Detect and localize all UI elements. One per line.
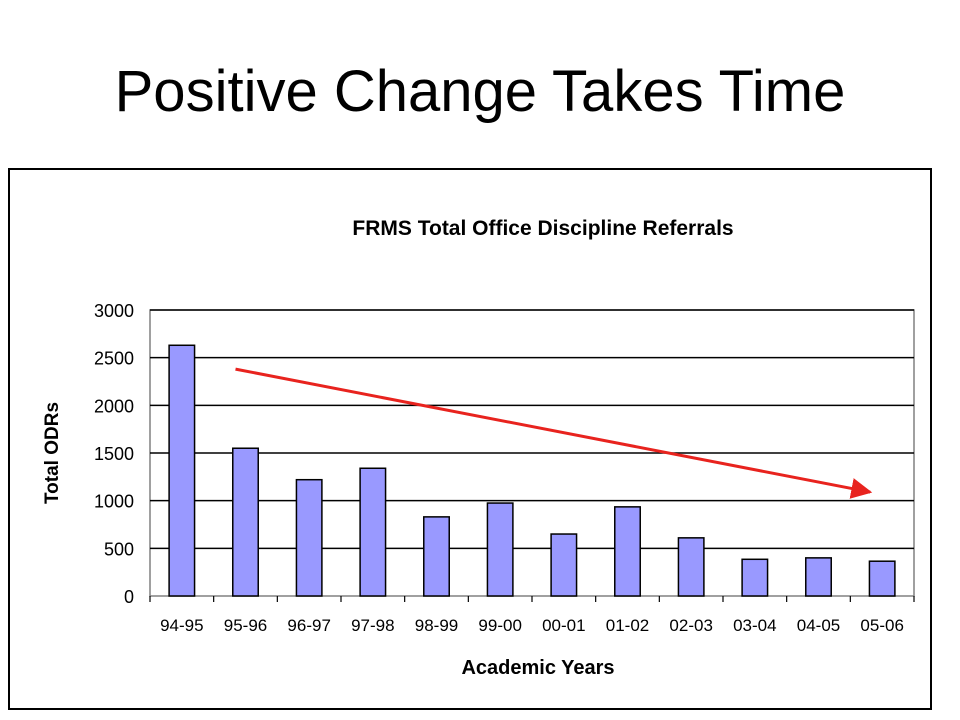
bar (868, 560, 896, 597)
bar (677, 537, 705, 597)
bar (168, 344, 196, 597)
bar-chart: FRMS Total Office Discipline Referrals 0… (42, 217, 915, 679)
y-tick-label: 2000 (94, 396, 134, 416)
x-tick-label: 01-02 (606, 616, 649, 635)
trend-arrow (235, 367, 873, 499)
y-tick-label: 0 (124, 587, 134, 607)
y-tick-label: 2500 (94, 349, 134, 369)
x-axis-ticks: 94-95 95-96 96-97 97-98 98-99 99-00 00-01 01-02… (149, 596, 915, 635)
y-axis-ticks: 0 500 1000 1500 2000 2500 3000 (94, 301, 134, 607)
x-tick-label: 00-01 (542, 616, 585, 635)
bar (232, 447, 259, 597)
bar (614, 506, 641, 597)
x-tick-label: 96-97 (287, 616, 330, 635)
x-tick-label: 05-06 (860, 616, 903, 635)
page-title: Positive Change Takes Time (114, 59, 846, 124)
bars (168, 344, 896, 597)
x-tick-label: 99-00 (478, 616, 521, 635)
x-tick-label: 02-03 (669, 616, 712, 635)
x-tick-label: 95-96 (224, 616, 267, 635)
bar (741, 558, 769, 597)
x-tick-label: 94-95 (160, 616, 203, 635)
y-axis-label: Total ODRs (42, 402, 63, 504)
bar (295, 478, 323, 597)
bar (486, 502, 514, 597)
bar (423, 516, 450, 597)
x-axis-label: Academic Years (461, 657, 614, 679)
bar (550, 533, 578, 597)
y-tick-label: 500 (104, 539, 134, 559)
chart-title: FRMS Total Office Discipline Referrals (352, 217, 733, 240)
y-tick-label: 1500 (94, 444, 134, 464)
x-tick-label: 98-99 (415, 616, 458, 635)
x-tick-label: 97-98 (351, 616, 394, 635)
y-tick-label: 1000 (94, 492, 134, 512)
x-tick-label: 04-05 (797, 616, 840, 635)
x-tick-label: 03-04 (733, 616, 776, 635)
y-tick-label: 3000 (94, 301, 134, 321)
chart-frame: FRMS Total Office Discipline Referrals 0… (8, 168, 932, 710)
bar (359, 467, 387, 597)
gridlines (150, 309, 914, 550)
bar (805, 557, 832, 597)
